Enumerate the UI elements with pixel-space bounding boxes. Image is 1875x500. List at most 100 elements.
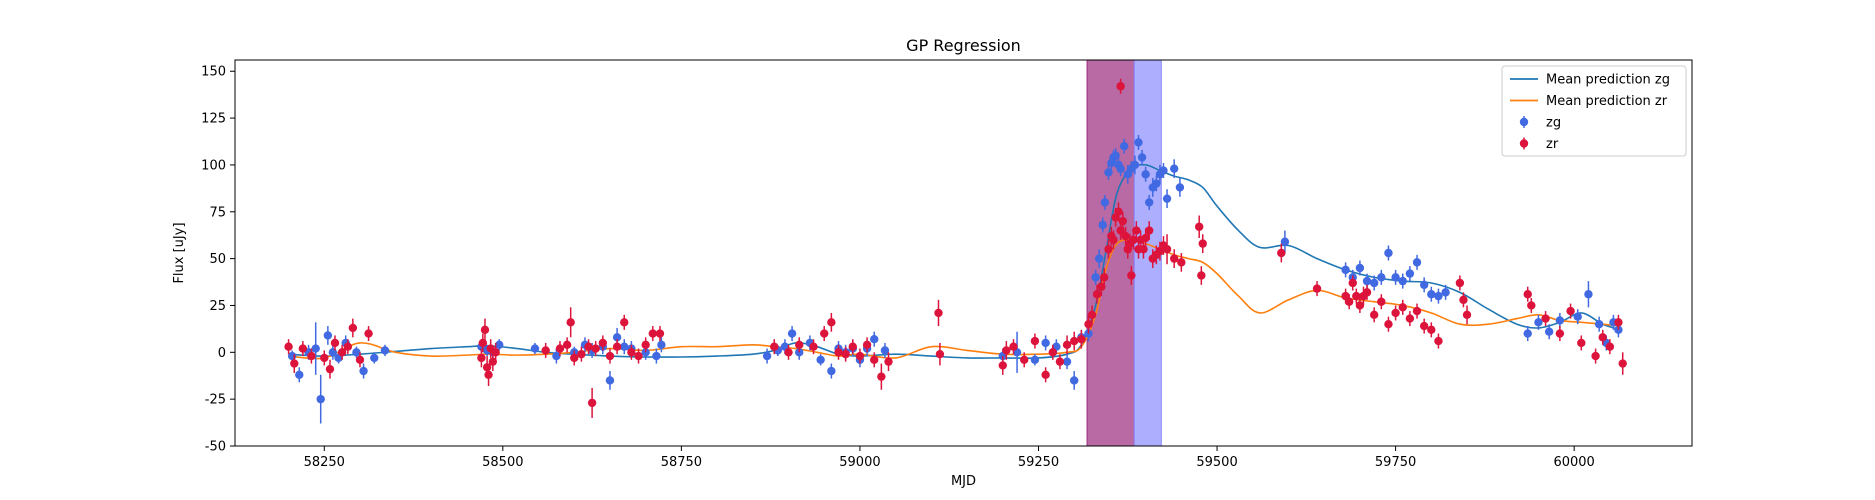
data-point-zg-marker [295,370,304,379]
data-point-zr-marker [320,353,329,363]
y-tick-label: 100 [201,158,226,173]
data-point-zr-marker [1139,245,1148,254]
data-point-zg [352,346,361,358]
data-point-zr-marker [648,329,658,338]
data-point-zr-marker [855,351,865,361]
data-point-zr-marker [1194,222,1204,231]
data-point-zr-marker [598,338,608,348]
data-point-zr-marker [820,329,829,338]
data-point-zr [364,326,373,342]
data-point-zr [1405,311,1415,327]
data-point-zr-marker [1369,310,1379,320]
data-point-zg [1534,314,1543,330]
y-tick-label: 50 [209,252,226,267]
data-point-zr [841,346,850,362]
x-tick-label: 59000 [839,455,880,470]
data-point-zr-marker [1459,295,1468,305]
data-point-zr-marker [284,342,293,351]
legend-entry-zr-label: zr [1546,137,1559,152]
data-point-zr-marker [1605,342,1615,351]
data-point-zr [480,318,490,342]
data-point-zg [1144,194,1154,210]
data-point-zr-marker [1398,303,1407,312]
data-point-zr-marker [1048,348,1057,357]
data-point-zr [1527,297,1536,313]
data-point-zg [1141,166,1150,182]
data-point-zr-marker [1100,273,1109,282]
data-point-zr-marker [1041,370,1050,379]
data-point-zg-marker [1362,276,1372,286]
data-point-zr [355,352,365,368]
data-point-zr-marker [343,342,353,351]
data-point-zr-marker [1312,284,1322,293]
data-point-zr-marker [1614,318,1623,327]
data-point-zr [877,363,886,390]
data-point-zg-marker [612,333,622,342]
data-point-zr [577,346,586,362]
data-point-zr-marker [1104,245,1113,254]
data-point-zg [1137,149,1147,165]
data-point-zg-marker [530,344,540,353]
data-point-zr-marker [1114,207,1123,216]
y-tick-label: 25 [209,299,226,314]
data-point-zr [1455,275,1465,291]
data-point-zr [634,348,643,364]
data-point-zr [1020,352,1029,368]
data-point-zg-marker [1062,357,1072,366]
data-point-zr [827,312,836,332]
data-point-zr [612,339,622,355]
data-point-zr [1194,215,1204,239]
data-point-zg [1555,312,1565,328]
data-point-zr-marker [1132,226,1141,235]
data-point-zr-marker [1348,278,1357,288]
data-point-zr [284,339,293,355]
data-point-zr-marker [1070,336,1079,346]
data-point-zg-marker [552,351,561,361]
data-point-zr-marker [1462,310,1472,320]
data-point-zr-marker [570,353,579,363]
data-point-zg-marker [352,348,361,357]
data-point-zr [862,337,872,353]
data-point-zg [1030,354,1040,366]
data-point-zr [935,342,945,366]
data-point-zr [784,344,793,360]
data-point-zg-marker [1091,273,1100,282]
data-point-zg [870,331,879,347]
data-point-zr-marker [562,340,572,350]
data-point-zg-marker [1169,164,1179,173]
data-point-zg-marker [1098,220,1107,230]
data-point-zg [1573,309,1582,325]
data-point-zg-marker [1144,198,1154,207]
data-point-zg [311,322,320,375]
axes-frame [234,59,1693,447]
x-tick-label: 59500 [1196,455,1237,470]
data-point-zr [1116,78,1125,94]
data-point-zg-marker [816,355,825,365]
data-point-zr-marker [1020,355,1029,365]
data-point-zr [1352,288,1361,304]
y-axis-label: Flux [uJy] [172,222,187,283]
data-point-zr [820,326,829,342]
data-point-zg-marker [1141,170,1150,179]
data-point-zr-marker [998,361,1007,370]
data-point-zr-marker [1541,314,1550,323]
data-point-zr [1412,303,1422,319]
data-point-zg [880,342,890,358]
data-point-zr [1369,307,1379,323]
data-point-zg [295,367,304,383]
data-point-zg [323,326,333,345]
data-point-zr-marker [1055,357,1065,366]
data-point-zr [1348,275,1357,291]
data-point-zg-marker [1427,290,1436,299]
legend-entry-mean-zg: Mean prediction zg [1510,73,1670,88]
data-point-zg-marker [1523,329,1532,338]
data-point-zr [627,344,636,360]
data-point-zg-marker [870,334,879,344]
data-point-zr [998,356,1007,375]
data-point-zg [495,339,504,351]
data-point-zg-marker [1377,273,1386,282]
x-tick-label: 59250 [1018,455,1059,470]
data-point-zr [298,341,308,357]
data-point-zr [290,354,299,373]
data-point-zr-marker [1412,306,1422,316]
